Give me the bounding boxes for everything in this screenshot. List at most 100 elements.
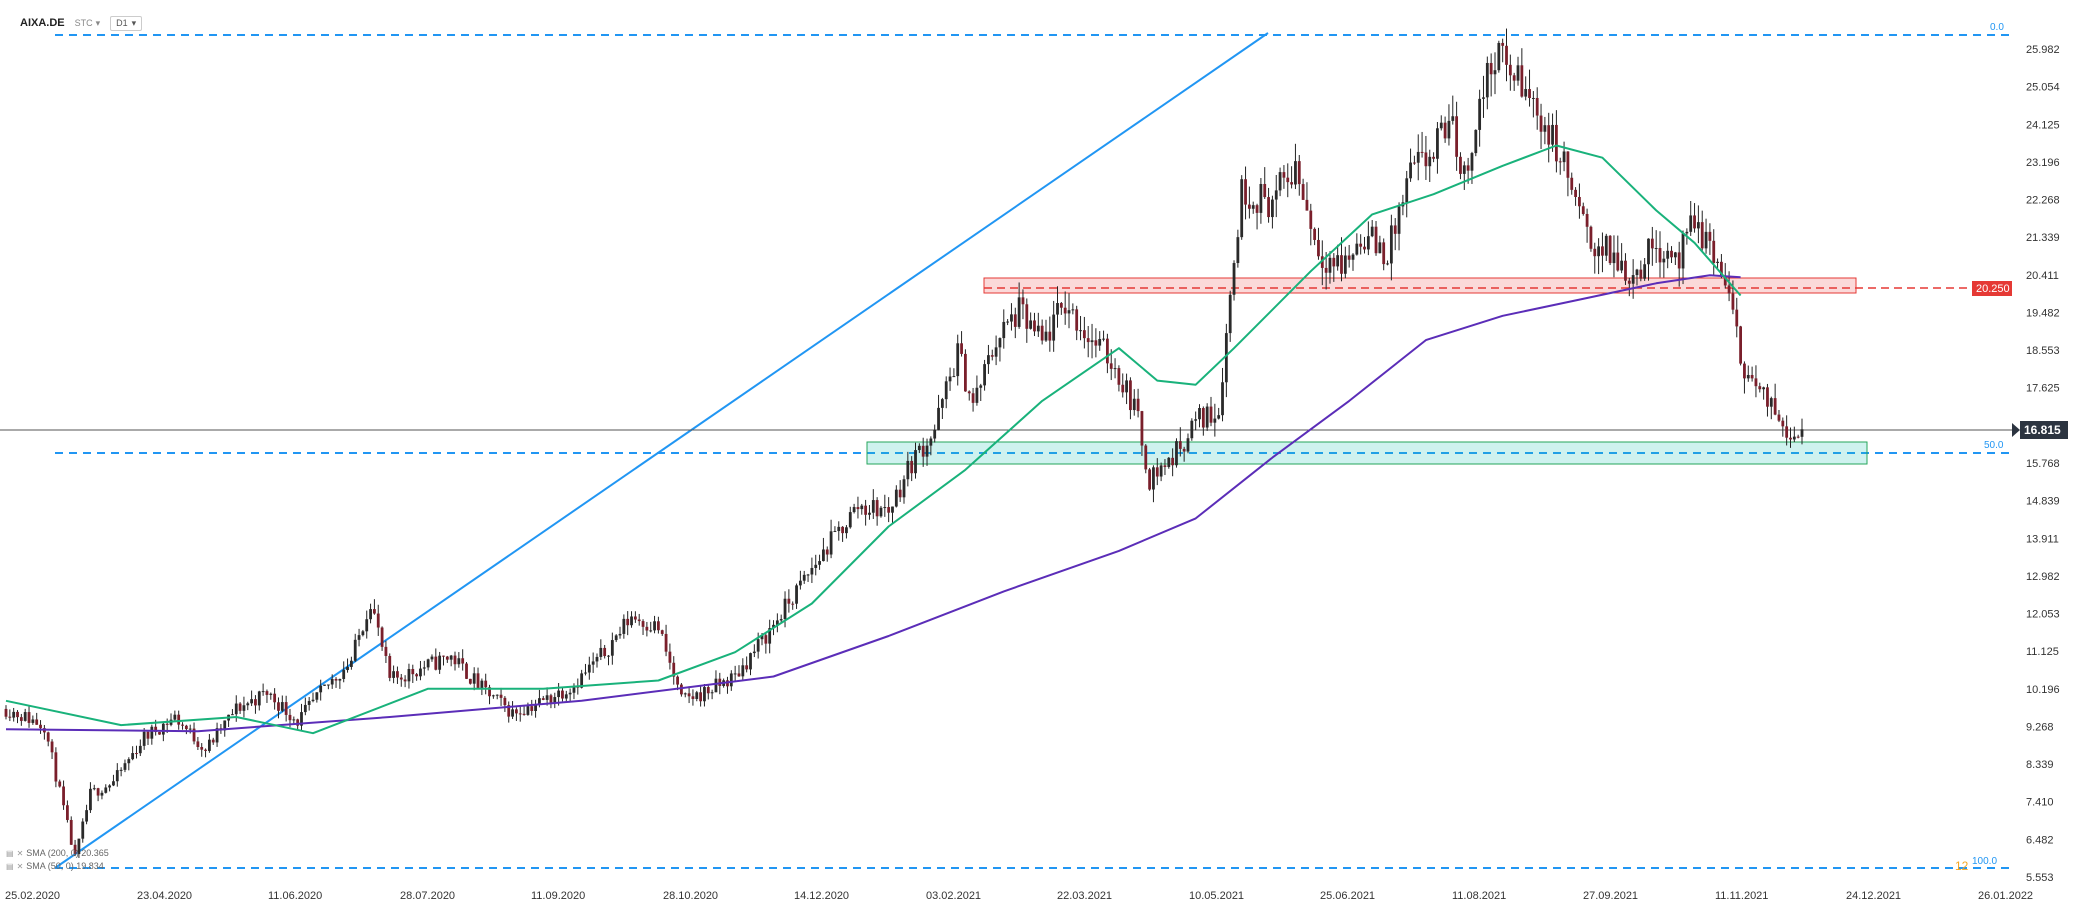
chart-header: AIXA.DE STC ▾ D1 ▾ [20,14,143,32]
candle [868,505,871,520]
candle [687,686,691,704]
candle [1604,233,1608,262]
candle [1121,373,1125,398]
candle [1086,325,1090,358]
candle [292,716,296,725]
pricing-selector[interactable]: STC ▾ [75,18,101,29]
legend-sma-200[interactable]: ▤ ✕ SMA (200, 0) 20.365 [6,848,109,858]
x-tick-label: 11.11.2021 [1715,890,1768,902]
candle [1696,205,1700,244]
candle [438,651,442,674]
candle [1351,253,1355,271]
candle [188,724,192,734]
candle [311,692,315,703]
candle [1593,242,1597,274]
candle [1386,260,1389,266]
candle [630,611,633,628]
candle [81,818,85,843]
x-tick-label: 10.05.2021 [1189,890,1244,902]
candle [1036,312,1040,337]
candle [1217,407,1221,420]
candle [956,334,960,386]
candle [1163,459,1167,476]
candle [795,583,798,609]
candle [964,349,967,392]
candle [1294,143,1297,190]
candle [1474,129,1478,157]
eye-icon[interactable]: ▤ [6,861,14,871]
candle [380,626,384,651]
y-tick-label: 17.625 [2026,383,2060,395]
candle [856,496,860,519]
pricing-label: STC [74,18,93,28]
candle [353,633,357,662]
close-icon[interactable]: ✕ [16,861,24,871]
candle [315,692,319,703]
candle [1186,433,1190,454]
candle [649,621,653,633]
y-tick-label: 25.982 [2026,44,2060,56]
candle [207,734,211,753]
candle [1743,361,1746,394]
candle [54,747,58,788]
candle [1232,260,1236,301]
eye-icon[interactable]: ▤ [6,848,14,858]
candle [1501,38,1505,63]
candle [1789,427,1792,448]
candle [303,697,307,716]
candle [829,519,833,559]
candle [1102,330,1105,342]
x-tick-label: 25.02.2020 [5,890,60,902]
y-tick-label: 23.196 [2026,157,2060,169]
timeframe-selector[interactable]: D1 ▾ [110,15,143,31]
candle [729,670,733,691]
candle [1535,87,1539,130]
current-price-pointer [2012,423,2020,437]
candle [1658,231,1662,278]
fib-label-0: 0.0 [1990,22,2004,33]
x-tick-label: 25.06.2021 [1320,890,1375,902]
candle [1175,438,1178,468]
candle [192,722,196,745]
candle [73,839,77,857]
candle [419,660,422,681]
legend-sma-50[interactable]: ▤ ✕ SMA (50, 0) 19.834 [6,861,104,871]
timeframe-label: D1 [116,17,128,28]
candle [925,438,929,466]
candle [1082,316,1086,349]
candle [365,610,369,639]
candle [1286,163,1290,198]
candle [1125,373,1128,405]
candle [1673,251,1677,265]
candle [123,759,127,773]
candle [875,497,879,526]
candle [1562,141,1566,172]
candle [1328,251,1332,284]
candle [1178,427,1182,457]
candle [1274,174,1278,218]
candle [1056,286,1059,328]
close-icon[interactable]: ✕ [16,848,24,858]
candle [1624,253,1627,285]
x-tick-label: 14.12.2020 [794,890,849,902]
support-zone [866,441,1868,465]
candle [300,703,303,731]
x-tick-label: 26.01.2022 [1978,890,2033,902]
candle [1190,418,1194,441]
candle [1040,319,1044,345]
candle [929,436,933,456]
candle [1113,358,1117,379]
candle [66,800,69,823]
candle [273,688,277,710]
candle [802,570,806,584]
candle [610,632,614,665]
candle [1650,226,1654,266]
symbol-label: AIXA.DE [20,17,65,29]
candle [461,649,465,671]
candle [1462,161,1466,190]
x-tick-label: 11.09.2020 [531,890,585,902]
candle [1524,76,1528,101]
candle [1539,103,1543,150]
